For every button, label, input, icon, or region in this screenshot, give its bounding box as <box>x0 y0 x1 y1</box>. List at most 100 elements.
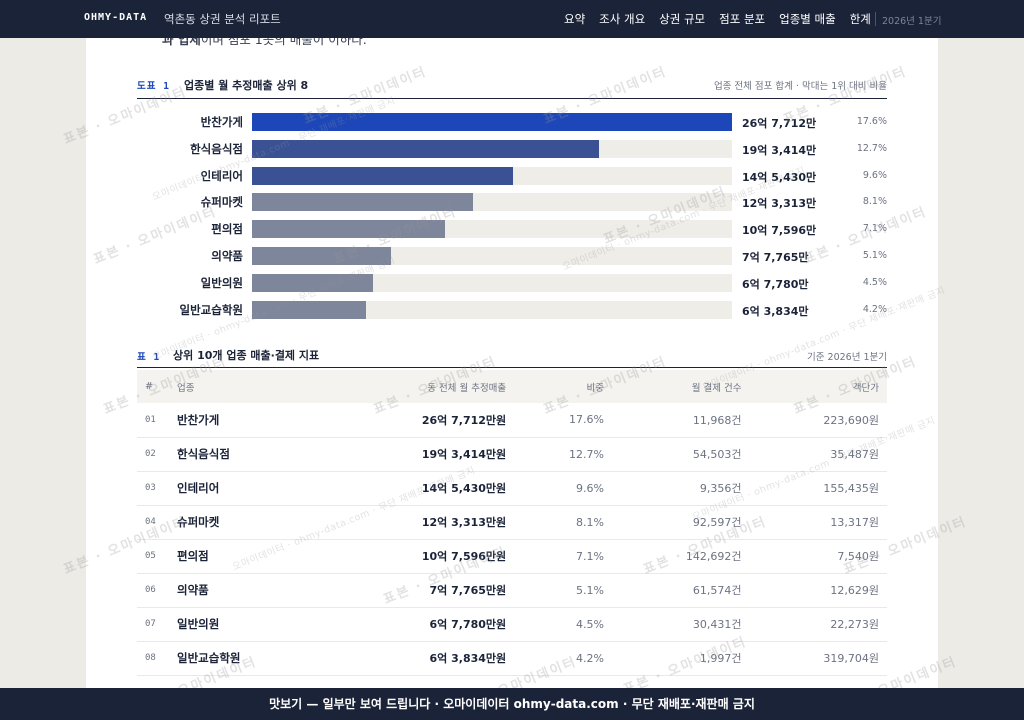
table-header-row: # 업종 동 전체 월 추정매출 비중 월 결제 건수 객단가 <box>137 370 887 403</box>
rank-cell: 01 <box>137 403 169 438</box>
bar-track <box>252 247 732 265</box>
top-categories-table: # 업종 동 전체 월 추정매출 비중 월 결제 건수 객단가 01 반찬가게 26… <box>137 370 887 676</box>
rank-cell: 03 <box>137 471 169 506</box>
bar-label: 슈퍼마켓 <box>200 195 243 210</box>
bar-fill <box>252 273 374 292</box>
table-row: 08 일반교습학원 6억 3,834만원 4.2% 1,997건 319,704원 <box>137 641 887 676</box>
nav-survey-overview[interactable]: 조사 개요 <box>599 12 646 26</box>
bar-fill <box>252 193 474 212</box>
share-cell: 8.1% <box>514 505 612 540</box>
rank-cell: 07 <box>137 607 169 642</box>
col-header-rank: # <box>145 381 153 392</box>
col-header-unit-price: 객단가 <box>852 382 879 394</box>
table-body: 01 반찬가게 26억 7,712만원 17.6% 11,968건 223,690원 02 한… <box>137 403 887 676</box>
bar-row: 인테리어 14억 5,430만 9.6% <box>137 166 887 185</box>
sales-cell: 6억 7,780만원 <box>321 607 515 642</box>
bar-percent: 4.2% <box>862 303 887 315</box>
bar-row: 반찬가게 26억 7,712만 17.6% <box>137 113 887 131</box>
category-cell: 의약품 <box>169 573 322 608</box>
table-row: 02 한식음식점 19억 3,414만원 12.7% 54,503건 35,487원 <box>137 437 887 472</box>
bar-percent: 17.6% <box>856 116 887 127</box>
bar-track <box>252 166 732 185</box>
payment-count-cell: 30,431건 <box>612 607 750 642</box>
payment-count-cell: 92,597건 <box>612 505 750 540</box>
share-cell: 4.5% <box>514 607 612 642</box>
sales-cell: 26억 7,712만원 <box>321 403 515 438</box>
payment-count-cell: 1,997건 <box>612 641 750 676</box>
section-nav: 요약 조사 개요 상권 규모 점포 분포 업종별 매출 한계 <box>564 11 885 27</box>
sales-cell: 19억 3,414만원 <box>321 437 515 472</box>
bar-label: 일반교습학원 <box>179 302 243 317</box>
bar-track <box>252 139 732 158</box>
share-cell: 9.6% <box>514 471 612 506</box>
bar-label: 일반의원 <box>200 275 243 290</box>
bar-value: 26억 7,712만 <box>742 117 817 130</box>
brand-logo[interactable]: OHMY-DATA <box>84 12 148 23</box>
nav-sales-by-category[interactable]: 업종별 매출 <box>779 12 836 26</box>
bar-value: 6억 3,834만 <box>742 304 809 318</box>
bar-row: 일반교습학원 6억 3,834만 4.2% <box>137 300 887 319</box>
col-header-payment-count: 월 결제 건수 <box>691 382 742 394</box>
bar-percent: 9.6% <box>862 169 887 181</box>
category-cell: 일반교습학원 <box>169 641 322 676</box>
table-row: 05 편의점 10억 7,596만원 7.1% 142,692건 7,540원 <box>137 539 887 574</box>
unit-price-cell: 7,540원 <box>749 539 887 574</box>
bar-track <box>252 113 732 131</box>
figure-note: 업종 전체 점포 합계 · 막대는 1위 대비 비율 <box>713 81 887 92</box>
bar-value: 6억 7,780만 <box>742 277 809 291</box>
bar-value: 7억 7,765만 <box>742 251 809 264</box>
bar-track <box>252 273 732 292</box>
rank-cell: 04 <box>137 505 169 540</box>
bar-fill <box>252 166 513 185</box>
report-title: 역촌동 상권 분석 리포트 <box>164 12 281 26</box>
bar-label: 반찬가게 <box>200 115 243 129</box>
payment-count-cell: 9,356건 <box>612 471 750 506</box>
table-row: 07 일반의원 6억 7,780만원 4.5% 30,431건 22,273원 <box>137 607 887 642</box>
bar-fill <box>252 113 732 131</box>
nav-store-distribution[interactable]: 점포 분포 <box>719 12 766 26</box>
sales-cell: 14억 5,430만원 <box>321 471 515 506</box>
bar-fill <box>252 139 599 158</box>
rank-cell: 02 <box>137 437 169 472</box>
category-cell: 한식음식점 <box>169 437 322 472</box>
report-period: 2026년 1분기 <box>882 16 942 27</box>
bar-label: 인테리어 <box>200 168 243 183</box>
bar-value: 14억 5,430만 <box>742 170 817 184</box>
share-cell: 17.6% <box>514 403 612 438</box>
unit-price-cell: 13,317원 <box>749 505 887 540</box>
bar-track <box>252 300 732 319</box>
share-cell: 12.7% <box>514 437 612 472</box>
bar-row: 일반의원 6억 7,780만 4.5% <box>137 273 887 292</box>
share-cell: 7.1% <box>514 539 612 574</box>
bar-row: 의약품 7억 7,765만 5.1% <box>137 247 887 265</box>
table-note: 기준 2026년 1분기 <box>807 352 887 363</box>
rank-cell: 05 <box>137 539 169 574</box>
table-title: 상위 10개 업종 매출·결제 지표 <box>173 349 320 362</box>
share-cell: 4.2% <box>514 641 612 676</box>
bar-value: 12억 3,313만 <box>742 197 817 211</box>
sales-cell: 10억 7,596만원 <box>321 539 515 574</box>
table-header: 표 1 상위 10개 업종 매출·결제 지표 기준 2026년 1분기 <box>137 346 887 368</box>
sales-cell: 7억 7,765만원 <box>321 573 515 608</box>
category-cell: 반찬가게 <box>169 403 322 438</box>
category-cell: 일반의원 <box>169 607 322 642</box>
rank-cell: 08 <box>137 641 169 676</box>
bar-fill <box>252 247 392 265</box>
col-header-share: 비중 <box>586 382 604 394</box>
sales-cell: 6억 3,834만원 <box>321 641 515 676</box>
unit-price-cell: 12,629원 <box>749 573 887 608</box>
bar-percent: 7.1% <box>862 223 887 235</box>
figure-header: 도표 1 업종별 월 추정매출 상위 8 업종 전체 점포 합계 · 막대는 1… <box>137 77 887 99</box>
bar-track <box>252 220 732 239</box>
col-header-sales: 동 전체 월 추정매출 <box>427 382 507 394</box>
payment-count-cell: 11,968건 <box>612 403 750 438</box>
nav-market-size[interactable]: 상권 규모 <box>659 12 706 26</box>
rank-cell: 06 <box>137 573 169 608</box>
figure-tag: 도표 1 <box>137 81 170 92</box>
bar-percent: 8.1% <box>862 196 887 208</box>
nav-limitations[interactable]: 한계 <box>849 12 871 26</box>
bar-row: 한식음식점 19억 3,414만 12.7% <box>137 139 887 158</box>
category-cell: 인테리어 <box>169 471 322 506</box>
unit-price-cell: 319,704원 <box>749 641 887 676</box>
nav-summary[interactable]: 요약 <box>564 12 586 26</box>
